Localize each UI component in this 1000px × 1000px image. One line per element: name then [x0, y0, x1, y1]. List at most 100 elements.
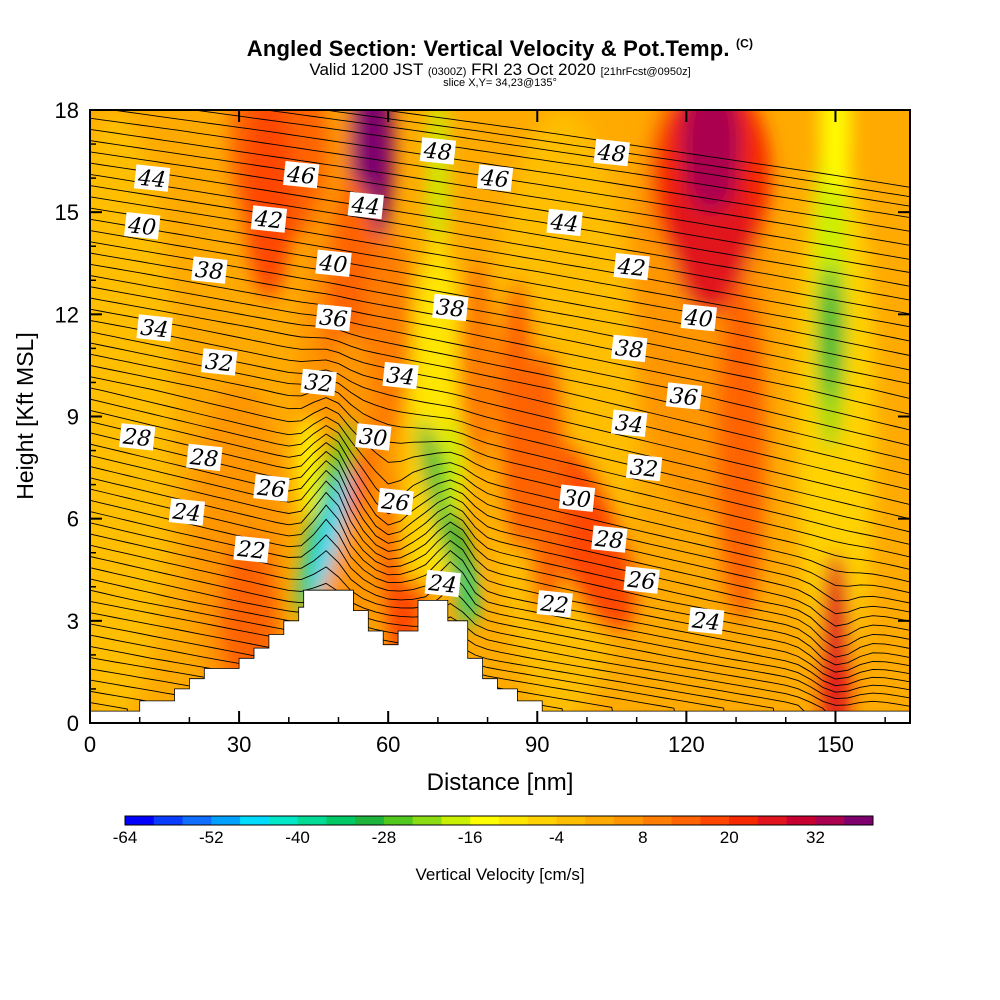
theta-contour [90, 185, 910, 328]
theta-contour [90, 544, 910, 707]
x-tick-label: 150 [817, 732, 854, 757]
contour-labels: 44 46 48 48 46 40 42 44 44 38 40 42 38 40 34 36 38 32 32 34… [119, 137, 725, 636]
contour-label-box [419, 137, 457, 165]
theta-contour [90, 128, 910, 260]
contour-label-box [347, 191, 384, 220]
colorbar-swatch [383, 816, 414, 825]
contour-label-box [476, 164, 514, 192]
theta-contour [90, 398, 910, 594]
y-tick-label: 6 [67, 507, 79, 532]
theta-contour [90, 477, 910, 666]
field-blob [90, 110, 175, 723]
theta-contour [90, 196, 910, 342]
colorbar-swatch [815, 816, 845, 825]
y-axis-label: Height [Kft MSL] [12, 332, 38, 499]
theta-contour [90, 173, 910, 315]
contour-label-text: 46 [285, 162, 316, 190]
colorbar-swatch [585, 816, 615, 825]
colorbar-swatch [355, 816, 385, 825]
contour-label-box [119, 423, 156, 451]
contour-label-text: 22 [235, 537, 266, 565]
theta-contour [90, 612, 615, 723]
colorbar-tick-label: 8 [638, 828, 647, 847]
contour-label-text: 44 [548, 210, 579, 238]
theta-contour [90, 308, 910, 491]
theta-contour [380, 110, 910, 188]
contour-label-text: 40 [682, 305, 713, 333]
contour-label-36: 36 [315, 303, 352, 333]
contour-label-box [680, 303, 717, 332]
colorbar-swatch [326, 816, 356, 825]
y-tick-label: 15 [55, 200, 79, 225]
chart-subtitle: Valid 1200 JST (0300Z) FRI 23 Oct 2020 [… [0, 60, 1000, 80]
field-blob [398, 450, 428, 587]
colorbar-swatch [297, 816, 327, 825]
colorbar-swatch [527, 816, 558, 825]
contour-label-text: 38 [194, 258, 224, 286]
field-blob [298, 416, 319, 519]
contour-label-box [186, 443, 223, 472]
contour-label-48: 48 [593, 138, 630, 168]
contour-label-box [191, 256, 228, 284]
colorbar-swatch [412, 816, 442, 825]
chart-title: Angled Section: Vertical Velocity & Pot.… [0, 36, 1000, 62]
contour-label-text: 32 [204, 350, 234, 378]
theta-contour [90, 162, 910, 301]
theta-contour [90, 432, 910, 627]
contour-label-text: 32 [629, 455, 659, 483]
colorbar-frame [124, 815, 874, 826]
contour-label-box [233, 535, 270, 564]
contour-label-28: 28 [591, 525, 628, 554]
contour-label-46: 46 [476, 164, 514, 193]
theta-contour [90, 556, 875, 723]
field-blob [497, 280, 538, 553]
theta-contour [90, 140, 910, 273]
contour-label-box [432, 293, 469, 322]
colorbar-swatch [844, 816, 874, 825]
contour-label-text: 28 [593, 527, 624, 555]
theta-contour [90, 353, 910, 545]
colorbar-swatch [700, 816, 730, 825]
contour-label-box [377, 487, 414, 516]
theta-contour [90, 409, 910, 604]
contour-label-text: 36 [318, 305, 348, 333]
contour-label-text: 30 [358, 424, 388, 452]
contour-label-box [315, 249, 352, 278]
theta-contour [90, 207, 910, 356]
colorbar-tick-label: -4 [549, 828, 564, 847]
theta-contour [90, 466, 910, 658]
theta-contour [90, 320, 910, 506]
terrain-mask [89, 589, 911, 724]
theta-contour [90, 297, 910, 476]
contour-label-26: 26 [377, 487, 414, 517]
contour-label-text: 30 [562, 486, 592, 514]
valid-time: Valid 1200 JST [309, 60, 424, 79]
field-blobs [90, 110, 876, 723]
contour-label-text: 42 [615, 254, 646, 282]
colorbar-swatch [757, 816, 788, 825]
contour-label-32: 32 [625, 453, 663, 483]
colorbar-swatch [153, 816, 184, 825]
contour-label-box [613, 252, 650, 281]
theta-contour [90, 567, 813, 723]
field-blob [681, 110, 741, 213]
contour-label-24: 24 [424, 569, 461, 599]
contour-label-42: 42 [613, 252, 650, 282]
contour-label-text: 48 [595, 140, 626, 168]
theta-contour [90, 151, 910, 287]
contour-label-26: 26 [623, 566, 660, 595]
contour-label-box [536, 590, 573, 618]
contour-label-box [558, 484, 596, 512]
contour-label-text: 24 [171, 499, 202, 527]
y-tick-label: 18 [55, 98, 79, 123]
theta-contour [90, 454, 910, 649]
contour-label-34: 34 [611, 409, 648, 439]
contour-label-box [625, 453, 663, 482]
theta-contour [90, 275, 910, 447]
contour-label-46: 46 [283, 160, 320, 190]
contour-label-44: 44 [546, 208, 583, 238]
contour-label-40: 40 [680, 303, 717, 333]
contour-label-text: 40 [317, 251, 348, 279]
